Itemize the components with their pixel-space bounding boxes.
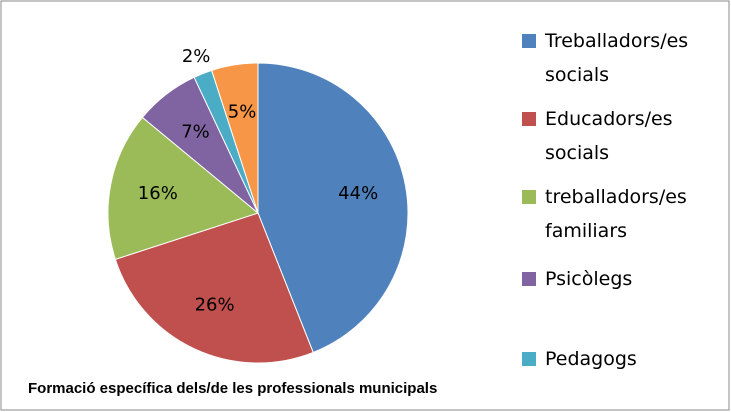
chart-title: Formació específica dels/de les professi…: [28, 380, 438, 397]
legend-swatch: [522, 112, 536, 126]
data-label: 5%: [228, 101, 257, 122]
legend-entry: Pedagogs: [522, 342, 722, 376]
legend-label: treballadors/es familiars: [545, 186, 687, 242]
legend-swatch: [522, 190, 536, 204]
legend-entry: treballadors/es familiars: [522, 180, 722, 248]
legend-entry: Treballadors/es socials: [522, 24, 722, 92]
legend-label: Pedagogs: [545, 348, 637, 370]
data-label: 16%: [138, 183, 178, 204]
legend-swatch: [522, 272, 536, 286]
legend-entry: Psicòlegs: [522, 262, 722, 296]
legend-entry: Educadors/es socials: [522, 102, 722, 170]
data-label: 7%: [181, 121, 210, 142]
legend-label: Educadors/es socials: [545, 108, 673, 164]
legend-label: Treballadors/es socials: [545, 30, 689, 86]
pie-slice: [114, 212, 314, 364]
legend-swatch: [522, 352, 536, 366]
pie-slice: [107, 116, 260, 260]
legend-label: Psicòlegs: [545, 268, 633, 290]
pie-slice: [257, 62, 409, 354]
data-label: 44%: [338, 183, 378, 204]
data-label: 2%: [182, 46, 211, 67]
data-label: 26%: [195, 294, 235, 315]
pie-slice: [211, 62, 259, 214]
legend-swatch: [522, 34, 536, 48]
